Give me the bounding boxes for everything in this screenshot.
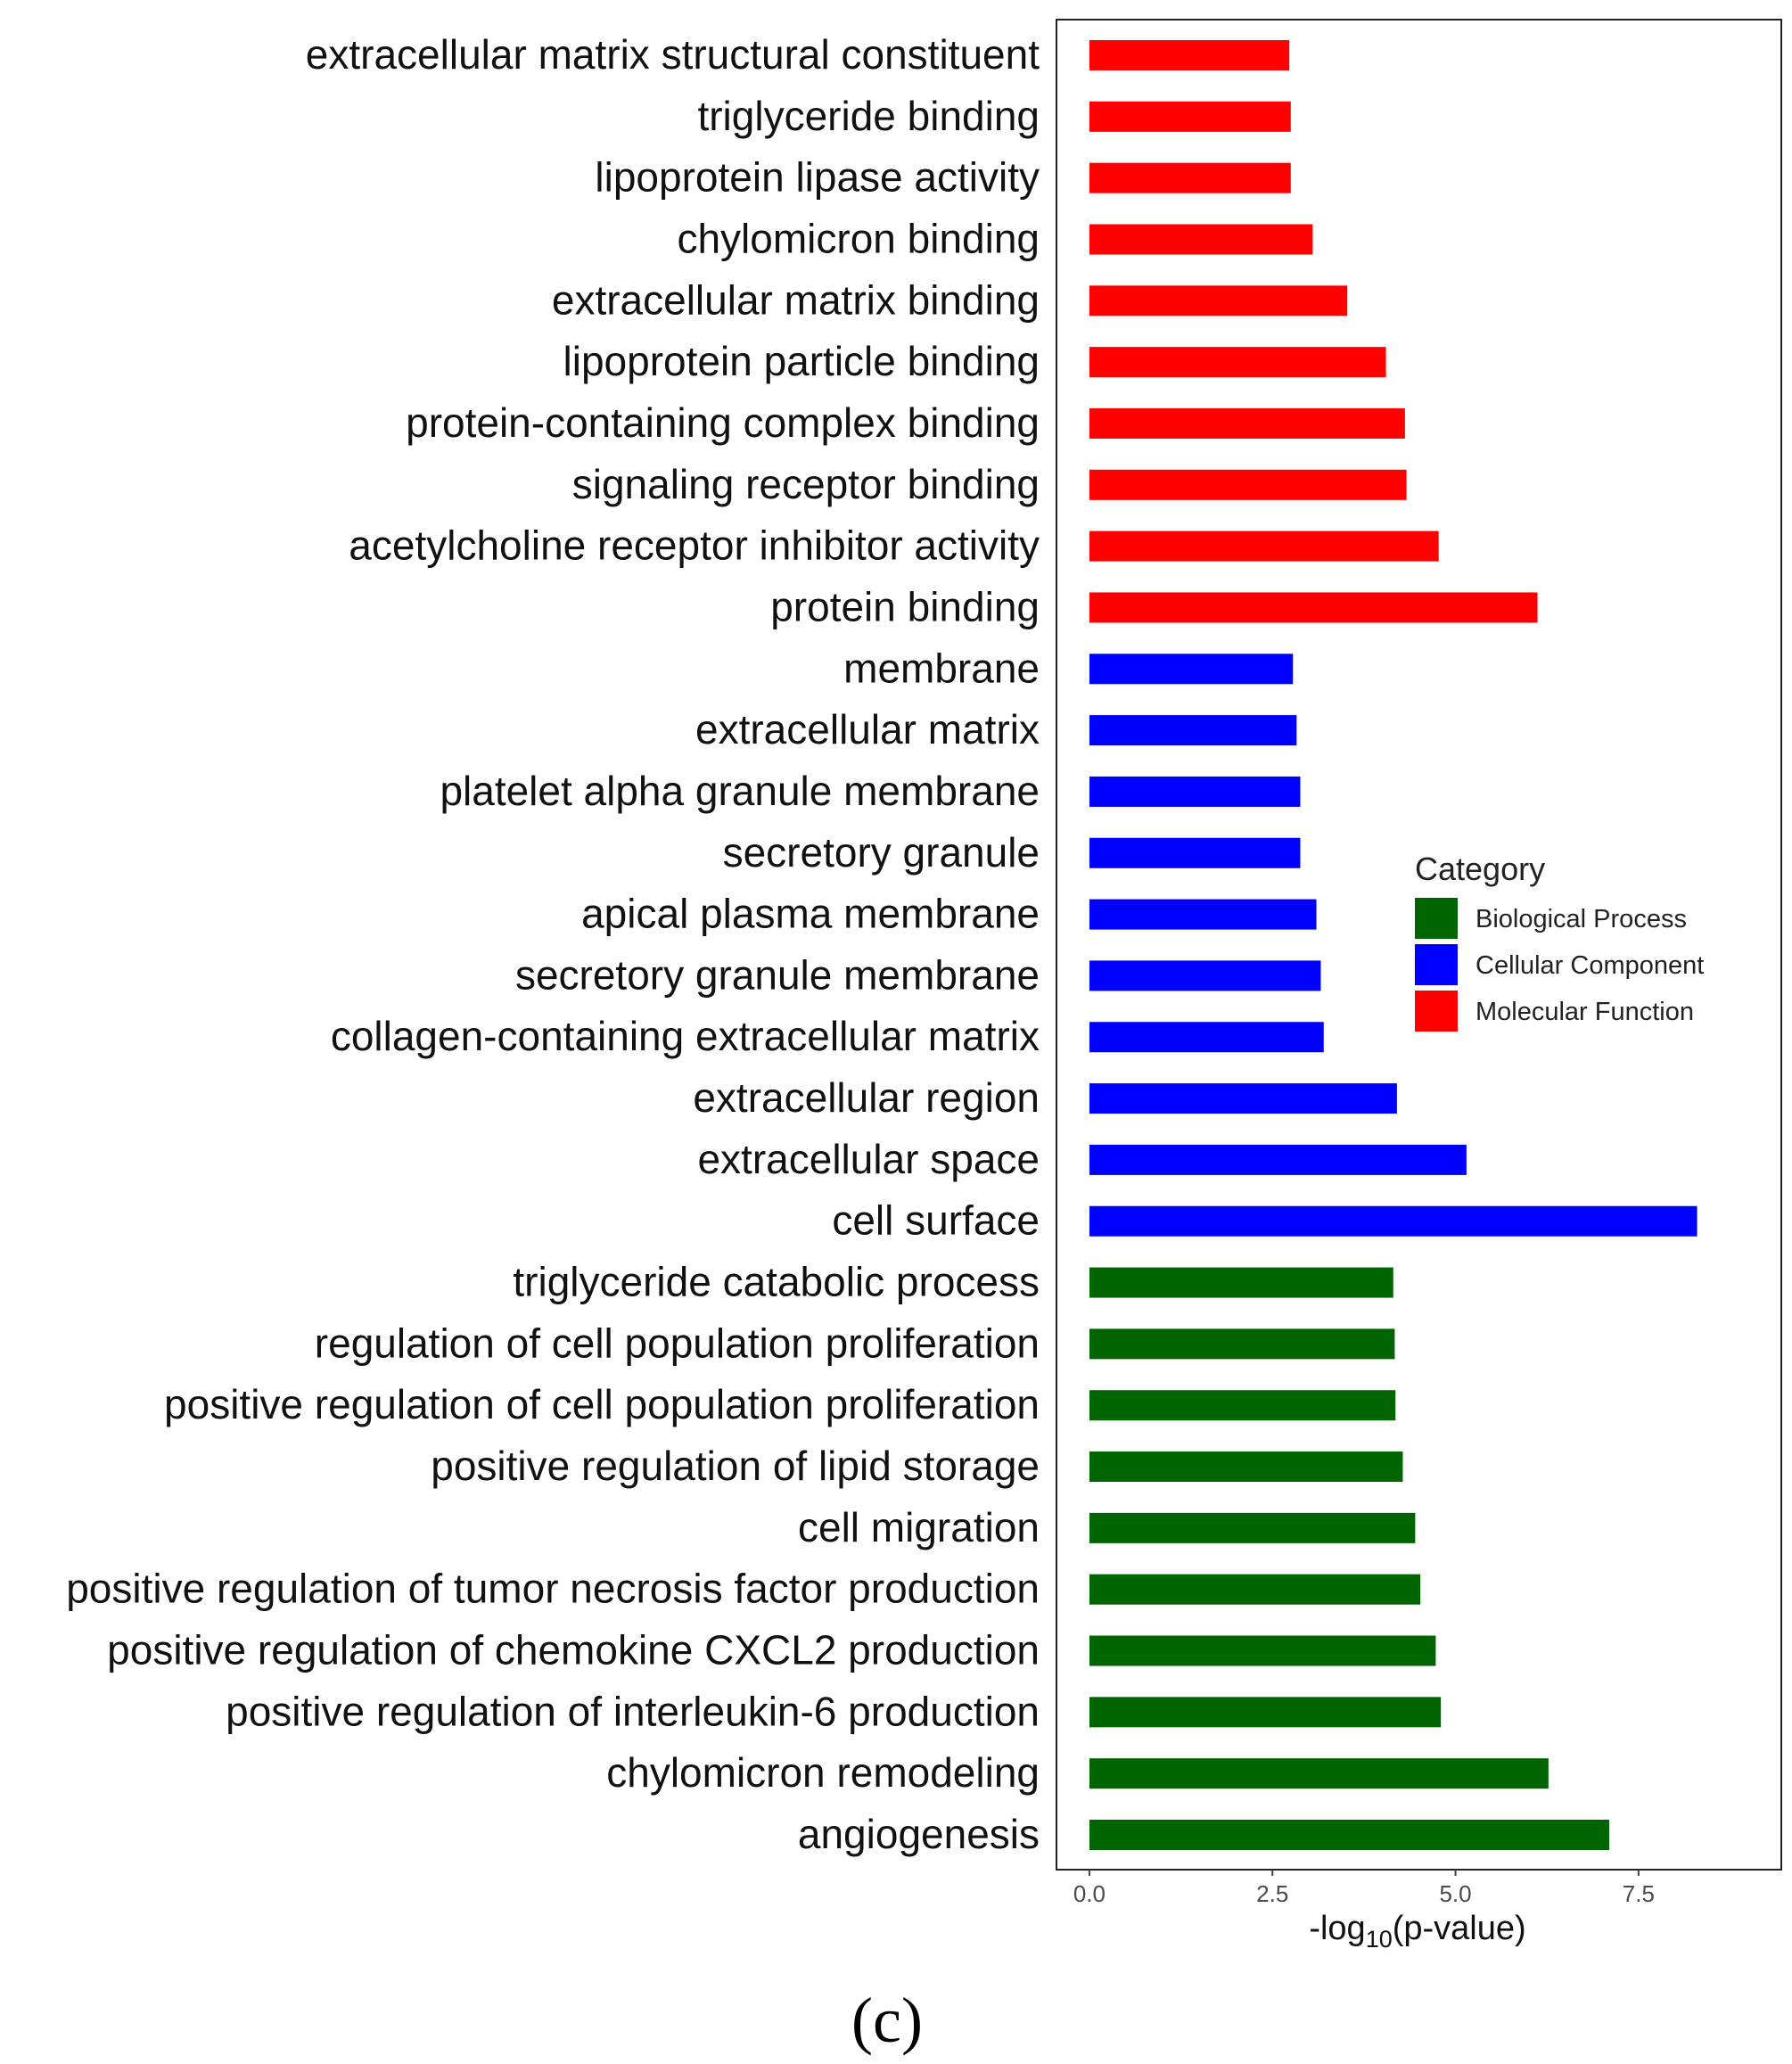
x-axis-title-suffix: (p-value) [1393, 1910, 1526, 1947]
bar [1089, 1083, 1397, 1114]
category-label: positive regulation of interleukin-6 pro… [226, 1688, 1040, 1734]
x-tick-label: 7.5 [1623, 1880, 1655, 1907]
x-tick-label: 0.0 [1073, 1880, 1106, 1907]
bar [1089, 1022, 1324, 1053]
bar [1089, 1205, 1697, 1237]
bar [1089, 407, 1405, 439]
category-label: chylomicron remodeling [606, 1749, 1040, 1796]
category-labels: extracellular matrix structural constitu… [66, 31, 1040, 1857]
bar [1089, 837, 1301, 868]
bar [1089, 530, 1439, 562]
category-label: protein-containing complex binding [406, 399, 1040, 446]
bar [1089, 654, 1294, 685]
category-label: triglyceride catabolic process [513, 1259, 1040, 1305]
bar [1089, 1820, 1610, 1850]
category-label: positive regulation of chemokine CXCL2 p… [107, 1627, 1040, 1673]
bar [1089, 715, 1297, 746]
category-label: protein binding [770, 583, 1040, 629]
category-label: cell surface [832, 1197, 1040, 1244]
bar [1089, 776, 1301, 807]
legend: Category Biological Process Cellular Comp… [1415, 851, 1704, 1032]
bar [1089, 960, 1321, 991]
bar [1089, 1144, 1467, 1175]
bar [1089, 1574, 1421, 1605]
bar [1089, 40, 1290, 70]
bar [1089, 347, 1386, 378]
bar [1089, 1390, 1396, 1421]
bar [1089, 1635, 1436, 1666]
bar [1089, 469, 1407, 500]
category-label: positive regulation of cell population p… [164, 1381, 1040, 1427]
bar [1089, 1758, 1549, 1789]
bar [1089, 1451, 1403, 1483]
category-label: extracellular space [697, 1136, 1040, 1182]
panel-label: (c) [851, 1985, 923, 2056]
category-label: extracellular matrix binding [552, 276, 1040, 323]
bars-layer [1089, 40, 1697, 1850]
category-label: membrane [843, 645, 1040, 691]
category-label: extracellular region [693, 1074, 1040, 1121]
category-label: secretory granule membrane [515, 951, 1040, 998]
category-label: apical plasma membrane [581, 891, 1040, 937]
x-axis-ticks: 0.0 2.5 5.0 7.5 [1073, 1870, 1655, 1907]
legend-title: Category [1415, 851, 1545, 887]
legend-key [1415, 944, 1458, 985]
category-label: cell migration [798, 1504, 1040, 1550]
bar [1089, 224, 1313, 255]
category-label: extracellular matrix structural constitu… [306, 31, 1040, 78]
plot-panel-border [1056, 19, 1782, 1871]
legend-label: Biological Process [1476, 905, 1687, 933]
legend-label: Molecular Function [1476, 998, 1694, 1026]
category-label: collagen-containing extracellular matrix [331, 1013, 1040, 1059]
bar [1089, 1697, 1442, 1728]
category-label: secretory granule [723, 829, 1040, 876]
category-label: positive regulation of lipid storage [431, 1443, 1040, 1489]
x-axis-title-subscript: 10 [1366, 1926, 1393, 1953]
category-label: angiogenesis [798, 1811, 1040, 1857]
legend-label: Cellular Component [1476, 951, 1704, 980]
bar [1089, 285, 1348, 317]
category-label: lipoprotein particle binding [563, 338, 1040, 384]
category-label: chylomicron binding [677, 215, 1040, 261]
category-label: lipoprotein lipase activity [595, 154, 1040, 201]
bar [1089, 592, 1538, 623]
bar [1089, 1512, 1416, 1543]
category-label: positive regulation of tumor necrosis fa… [66, 1566, 1040, 1612]
category-label: extracellular matrix [695, 706, 1040, 752]
bar [1089, 162, 1291, 193]
bar [1089, 1267, 1393, 1298]
legend-key [1415, 991, 1458, 1032]
x-tick-label: 5.0 [1439, 1880, 1471, 1907]
bar [1089, 101, 1291, 132]
bar [1089, 1328, 1395, 1360]
category-label: acetylcholine receptor inhibitor activit… [349, 522, 1040, 569]
x-axis-title: -log10(p-value) [1309, 1910, 1525, 1953]
legend-key [1415, 898, 1458, 939]
category-label: regulation of cell population proliferat… [315, 1320, 1040, 1366]
category-label: platelet alpha granule membrane [440, 768, 1040, 814]
category-label: signaling receptor binding [572, 461, 1040, 507]
category-label: triglyceride binding [697, 93, 1040, 139]
bar [1089, 899, 1317, 930]
x-tick-label: 2.5 [1256, 1880, 1288, 1907]
